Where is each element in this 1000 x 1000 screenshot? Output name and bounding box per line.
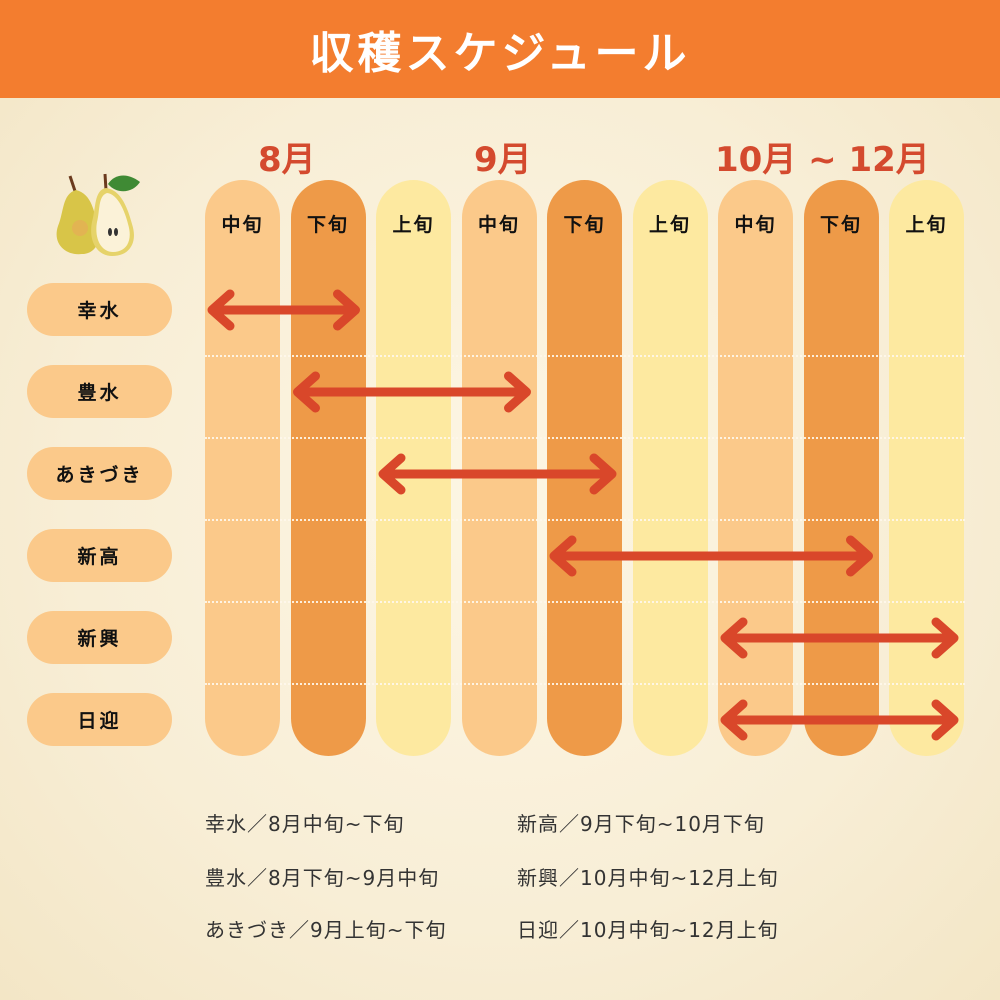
legend-item: 新高／9月下旬~10月下旬 bbox=[517, 812, 765, 836]
harvest-range-arrow bbox=[293, 371, 531, 413]
period-column: 中旬 bbox=[205, 180, 280, 756]
period-label: 下旬 bbox=[819, 214, 862, 236]
period-label: 下旬 bbox=[563, 214, 606, 236]
period-column: 中旬 bbox=[461, 180, 537, 756]
period-label: 中旬 bbox=[734, 214, 777, 236]
month-label-oct-dec: 10月 ~ 12月 bbox=[715, 140, 930, 180]
row-divider bbox=[205, 355, 965, 357]
period-label: 下旬 bbox=[306, 214, 349, 236]
month-label-sep: 9月 bbox=[474, 140, 532, 180]
period-label: 上旬 bbox=[905, 214, 948, 236]
harvest-range-arrow bbox=[549, 535, 873, 577]
period-column: 上旬 bbox=[889, 180, 964, 756]
variety-label: 幸水 bbox=[27, 283, 172, 336]
variety-label: 豊水 bbox=[27, 365, 172, 418]
harvest-range-arrow bbox=[378, 453, 617, 495]
period-label: 中旬 bbox=[221, 214, 264, 236]
row-divider bbox=[205, 683, 965, 685]
month-label-aug: 8月 bbox=[258, 140, 316, 180]
period-label: 上旬 bbox=[392, 214, 435, 236]
harvest-range-arrow bbox=[720, 617, 959, 659]
legend-item: 豊水／8月下旬~9月中旬 bbox=[205, 866, 440, 890]
harvest-range-arrow bbox=[720, 699, 959, 741]
legend-item: 幸水／8月中旬~下旬 bbox=[205, 812, 405, 836]
variety-label: 日迎 bbox=[27, 693, 172, 746]
period-column: 下旬 bbox=[290, 180, 366, 756]
period-column: 上旬 bbox=[632, 180, 708, 756]
variety-label: あきづき bbox=[27, 447, 172, 500]
period-column: 中旬 bbox=[718, 180, 793, 756]
harvest-range-arrow bbox=[207, 289, 360, 331]
legend-item: 新興／10月中旬~12月上旬 bbox=[517, 866, 779, 890]
page-title: 収穫スケジュール bbox=[309, 28, 691, 79]
variety-label: 新興 bbox=[27, 611, 172, 664]
legend-item: 日迎／10月中旬~12月上旬 bbox=[517, 918, 779, 942]
row-divider bbox=[205, 519, 965, 521]
pear-icon bbox=[56, 173, 140, 256]
header-banner: 収穫スケジュール bbox=[0, 0, 1000, 98]
period-label: 中旬 bbox=[477, 214, 520, 236]
row-divider bbox=[205, 437, 965, 439]
legend-item: あきづき／9月上旬~下旬 bbox=[205, 918, 447, 942]
variety-label: 新高 bbox=[27, 529, 172, 582]
period-column: 下旬 bbox=[803, 180, 879, 756]
row-divider bbox=[205, 601, 965, 603]
period-label: 上旬 bbox=[648, 214, 691, 236]
